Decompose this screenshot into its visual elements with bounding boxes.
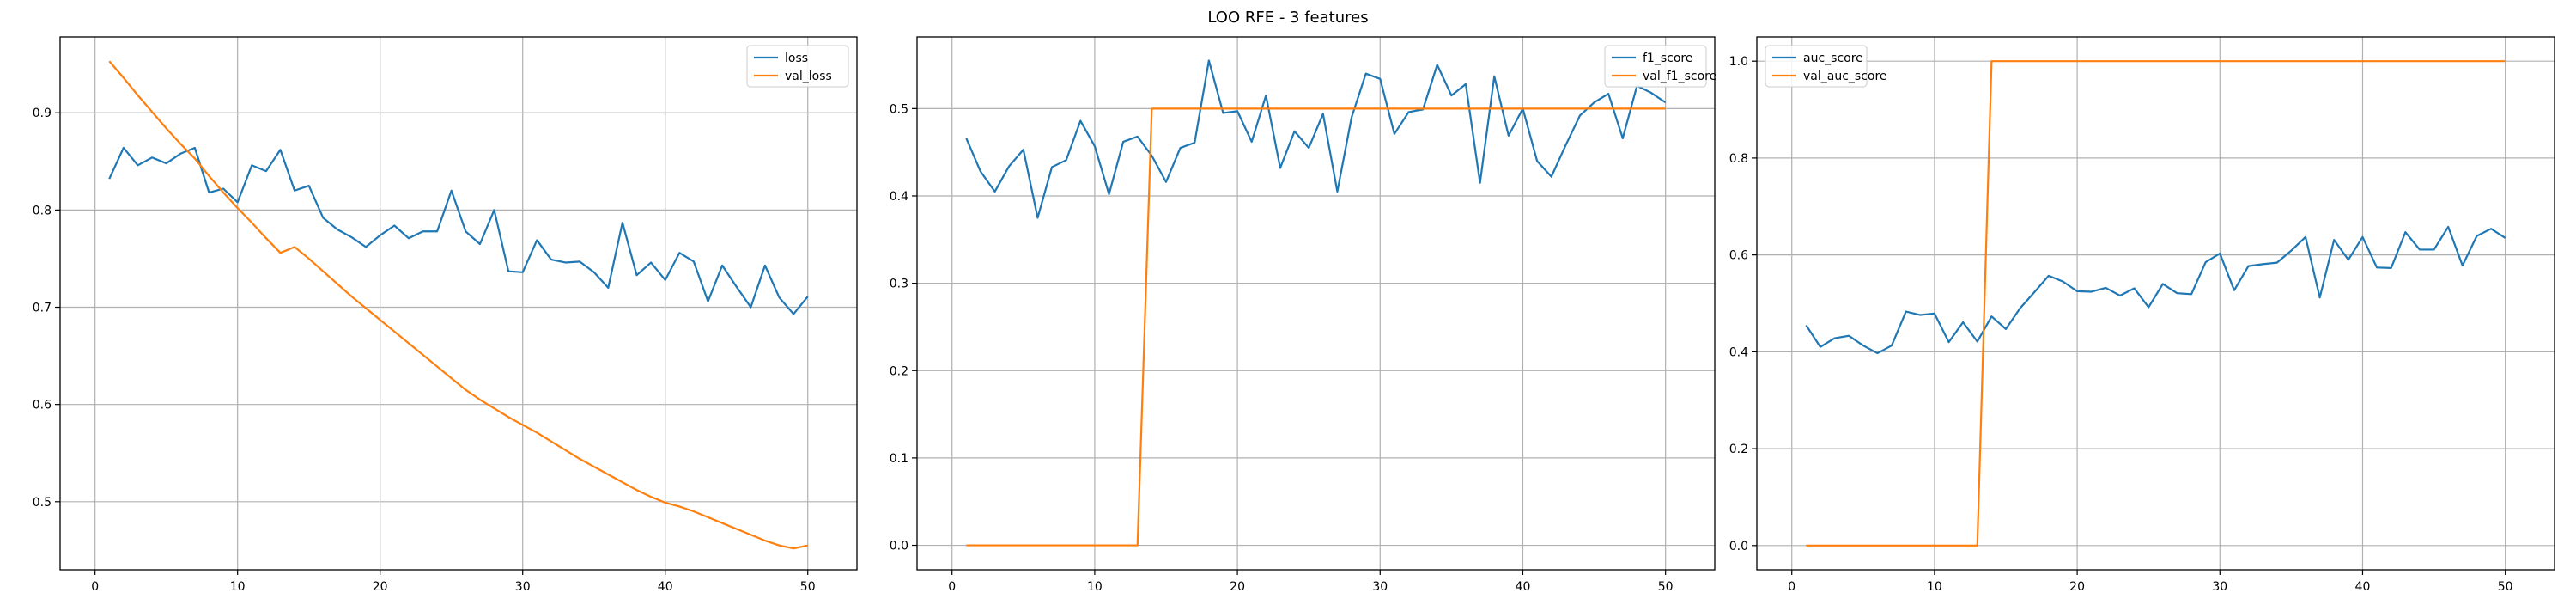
x-tick-label: 50 <box>800 580 816 594</box>
legend: loss val_loss <box>746 45 849 88</box>
y-tick-label: 0.4 <box>890 190 908 204</box>
chart-panel-3: 0 10 20 30 40 50 0.0 0.2 0.4 0.6 0.8 1.0 auc_scoreva… <box>1729 36 2555 594</box>
x-tick-label: 50 <box>1658 580 1674 594</box>
chart-panel-2: 0 10 20 30 40 50 0.0 0.1 0.2 0.3 0.4 0.5 f1_scoreval… <box>890 36 1716 594</box>
y-tick-label: 1.0 <box>1729 55 1748 69</box>
x-tick-label: 0 <box>1788 580 1795 594</box>
x-tick-label: 10 <box>230 580 246 594</box>
x-tick-label: 10 <box>1927 580 1942 594</box>
axes-frame <box>916 36 1716 571</box>
y-tick-label: 0.4 <box>1729 345 1748 359</box>
x-tick-label: 30 <box>2212 580 2227 594</box>
y-tick-label: 0.0 <box>890 540 908 553</box>
legend-label-auc_score: auc_score <box>1803 52 1863 65</box>
y-tick-label: 0.1 <box>890 452 908 466</box>
x-tick-label: 0 <box>948 580 956 594</box>
axes-frame <box>1756 36 2555 571</box>
series-line-loss <box>108 146 809 315</box>
y-tick-label: 0.5 <box>890 102 908 116</box>
x-tick-label: 40 <box>2355 580 2371 594</box>
axes-frame <box>59 36 858 571</box>
y-tick-label: 0.7 <box>33 302 52 315</box>
y-tick-label: 0.9 <box>33 107 52 120</box>
legend-label-val_auc_score: val_auc_score <box>1803 70 1887 83</box>
x-tick-label: 20 <box>1230 580 1245 594</box>
x-tick-label: 50 <box>2498 580 2513 594</box>
chart-panel-1: 0 10 20 30 40 50 0.5 0.6 0.7 0.8 0.9 loss val_loss <box>33 36 858 594</box>
series-line-val_auc_score <box>1806 60 2506 547</box>
y-tick-label: 0.8 <box>33 204 52 217</box>
legend: auc_score val_auc_score <box>1765 45 1887 88</box>
series-line-f1_score <box>965 59 1667 219</box>
x-tick-label: 0 <box>91 580 99 594</box>
y-tick-label: 0.2 <box>890 364 908 378</box>
x-tick-label: 20 <box>373 580 388 594</box>
x-tick-label: 20 <box>2069 580 2085 594</box>
y-tick-label: 0.5 <box>33 496 52 510</box>
x-tick-label: 30 <box>1372 580 1388 594</box>
legend-label-loss: loss <box>785 52 808 65</box>
series-line-val_loss <box>108 60 808 550</box>
y-tick-label: 0.0 <box>1729 540 1748 553</box>
x-tick-label: 30 <box>515 580 531 594</box>
y-tick-label: 0.3 <box>890 278 908 291</box>
x-tick-label: 10 <box>1087 580 1103 594</box>
y-tick-label: 0.6 <box>33 399 52 412</box>
figure-title: LOO RFE - 3 features <box>1207 9 1369 27</box>
x-tick-label: 40 <box>658 580 673 594</box>
y-tick-label: 0.8 <box>1729 152 1748 166</box>
series-line-val_f1_score <box>966 107 1666 547</box>
legend: f1_score val_f1_score <box>1604 45 1716 88</box>
y-tick-label: 0.6 <box>1729 249 1748 263</box>
legend-label-val_loss: val_loss <box>785 70 832 83</box>
y-tick-label: 0.2 <box>1729 443 1748 456</box>
legend-label-f1_score: f1_score <box>1643 52 1692 65</box>
legend-label-val_f1_score: val_f1_score <box>1643 70 1716 83</box>
series-line-auc_score <box>1805 225 2506 355</box>
x-tick-label: 40 <box>1516 580 1531 594</box>
